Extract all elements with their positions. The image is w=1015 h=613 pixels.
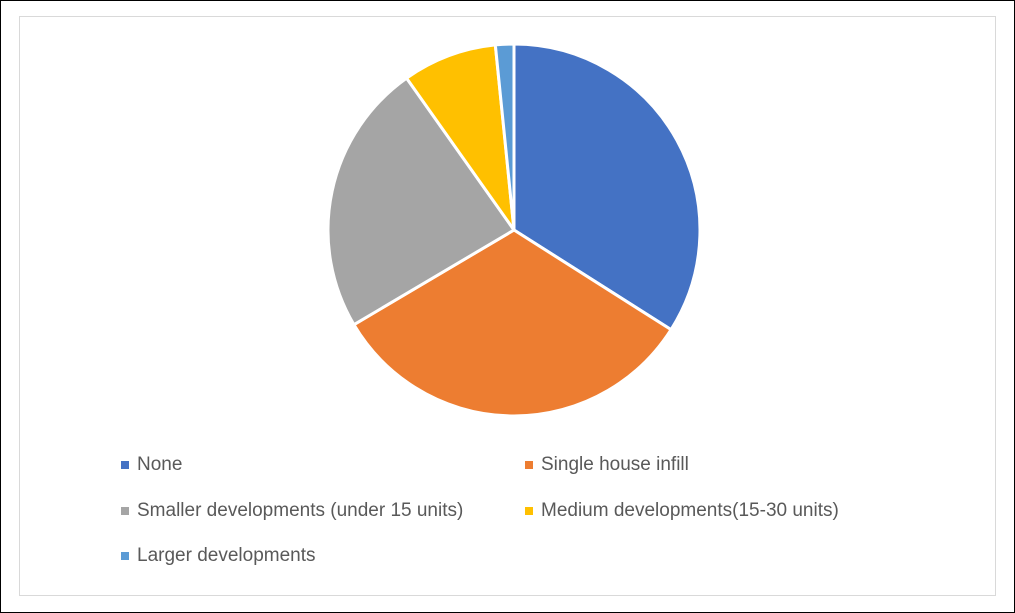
pie-chart [0, 0, 1015, 613]
